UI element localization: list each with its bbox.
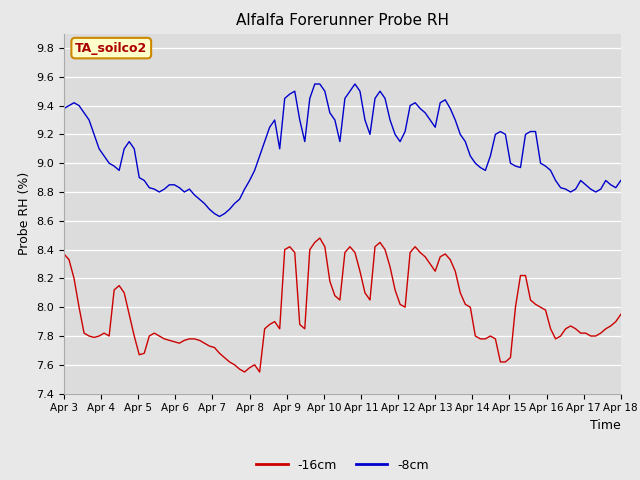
Y-axis label: Probe RH (%): Probe RH (%) <box>18 172 31 255</box>
Legend: -16cm, -8cm: -16cm, -8cm <box>252 454 433 477</box>
Title: Alfalfa Forerunner Probe RH: Alfalfa Forerunner Probe RH <box>236 13 449 28</box>
Text: TA_soilco2: TA_soilco2 <box>75 42 147 55</box>
X-axis label: Time: Time <box>590 419 621 432</box>
